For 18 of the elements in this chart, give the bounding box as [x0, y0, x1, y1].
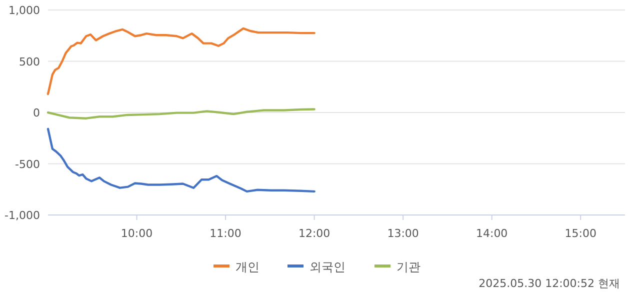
legend-label: 기관 — [396, 260, 420, 274]
x-tick-label: 15:00 — [564, 227, 596, 240]
y-tick-label: 0 — [33, 106, 40, 120]
legend-label: 개인 — [236, 260, 260, 274]
text: 2025.05.30 12:00:52 현재 — [478, 277, 620, 290]
x-tick-label: 10:00 — [120, 227, 153, 240]
x-tick-label: 11:00 — [210, 227, 242, 240]
line-series — [46, 108, 316, 120]
line-series — [46, 128, 316, 193]
y-tick-label: 500 — [19, 55, 40, 68]
x-tick-label: 13:00 — [387, 227, 419, 240]
legend-label: 외국인 — [310, 260, 346, 274]
y-tick-label: -1,000 — [4, 209, 40, 222]
y-tick-label: 1,000 — [8, 4, 40, 17]
y-tick-label: -500 — [15, 158, 40, 171]
x-tick-label: 12:00 — [298, 227, 330, 240]
x-tick-label: 14:00 — [476, 227, 508, 240]
line-series — [46, 27, 316, 96]
